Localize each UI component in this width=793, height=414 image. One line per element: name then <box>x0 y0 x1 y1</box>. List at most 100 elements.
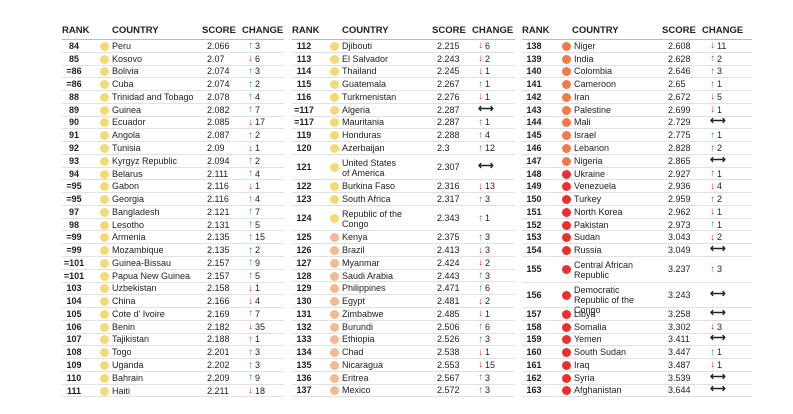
arrow-up-icon: ↑ <box>710 53 715 65</box>
country-cell: Mali <box>574 117 591 128</box>
country-cell: Somalia <box>574 321 607 332</box>
change-cell: ↑ 3 <box>478 373 490 383</box>
country-cell: Ethiopia <box>342 334 375 345</box>
column-header: RANK COUNTRY SCORE CHANGE <box>62 16 284 40</box>
rank-cell: =95 <box>66 181 82 192</box>
peace-level-dot-icon <box>100 156 109 166</box>
table-row: 141 Cameroon 2.65 ↑ 1 <box>522 78 752 92</box>
score-cell: 2.209 <box>207 372 230 383</box>
score-cell: 2.443 <box>437 270 460 281</box>
country-cell: South Sudan <box>574 347 627 358</box>
change-cell: ↑ 3 <box>478 334 490 344</box>
score-cell: 2.082 <box>207 104 230 115</box>
table-row: 123 South Africa 2.317 ↑ 3 <box>292 193 515 206</box>
change-cell: ↓ 4 <box>248 296 260 306</box>
score-cell: 2.646 <box>668 66 691 77</box>
arrow-up-icon: ↑ <box>478 384 483 396</box>
table-row: 132 Burundi 2.506 ↑ 6 <box>292 321 515 334</box>
peace-level-dot-icon <box>330 105 339 115</box>
change-cell: ↓ 17 <box>248 117 265 127</box>
peace-level-dot-icon <box>562 118 571 128</box>
peace-level-dot-icon <box>330 386 339 396</box>
arrow-down-icon: ↓ <box>478 40 483 52</box>
score-cell: 2.927 <box>668 168 691 179</box>
peace-level-dot-icon <box>100 386 109 396</box>
score-cell: 2.157 <box>207 270 230 281</box>
arrow-up-icon: ↑ <box>248 78 253 90</box>
table-row: 131 Zimbabwe 2.485 ↓ 1 <box>292 308 515 321</box>
country-cell: Kyrgyz Republic <box>112 155 178 166</box>
score-cell: 2.276 <box>437 91 460 102</box>
country-cell: Azerbaijan <box>342 143 385 153</box>
peace-level-dot-icon <box>330 195 339 205</box>
score-cell: 2.09 <box>207 143 225 153</box>
rank-cell: 157 <box>526 308 542 319</box>
change-cell: ⟷ <box>710 371 726 382</box>
score-cell: 2.131 <box>207 219 230 230</box>
rank-cell: 138 <box>526 40 542 51</box>
table-row: 160 South Sudan 3.447 ↑ 1 <box>522 346 752 360</box>
score-cell: 2.094 <box>207 155 230 166</box>
rank-cell: 140 <box>526 66 542 77</box>
change-value: 4 <box>485 130 491 141</box>
rank-cell: 122 <box>296 181 312 192</box>
country-cell: Honduras <box>342 130 382 141</box>
peace-level-dot-icon <box>330 271 339 281</box>
arrow-up-icon: ↑ <box>478 321 483 333</box>
rank-cell: 108 <box>66 347 82 358</box>
change-cell: ↓ 3 <box>710 322 722 332</box>
score-header: SCORE <box>662 25 696 36</box>
score-cell: 2.121 <box>207 206 230 217</box>
table-row: 145 Israel 2.775 ↑ 1 <box>522 129 752 143</box>
change-cell: ↓ 1 <box>478 347 490 357</box>
rank-cell: 153 <box>526 232 542 243</box>
peace-level-dot-icon <box>100 322 109 332</box>
rank-cell: 159 <box>526 334 542 345</box>
rank-cell: 134 <box>296 347 312 358</box>
arrow-down-icon: ↓ <box>248 53 253 65</box>
arrow-up-icon: ↑ <box>248 359 253 371</box>
arrow-up-icon: ↑ <box>710 219 715 231</box>
change-cell: ↓ 1 <box>710 207 722 217</box>
peace-level-dot-icon <box>330 297 339 307</box>
rank-cell: 105 <box>66 308 82 319</box>
change-value: 1 <box>717 130 723 141</box>
change-cell: ↓ 13 <box>478 181 495 191</box>
score-cell: 2.553 <box>437 359 460 370</box>
arrow-up-icon: ↑ <box>248 231 253 243</box>
change-cell: ↑ 1 <box>710 130 722 140</box>
score-cell: 2.116 <box>207 181 229 192</box>
change-value: 11 <box>717 40 727 51</box>
change-value: 7 <box>255 104 261 115</box>
change-cell: ↑ 6 <box>478 283 490 293</box>
change-cell: ↑ 4 <box>248 194 260 204</box>
change-value: 1 <box>717 359 723 370</box>
score-cell: 2.375 <box>437 232 460 243</box>
arrow-down-icon: ↓ <box>710 231 715 243</box>
change-value: 1 <box>485 79 491 90</box>
peace-level-dot-icon <box>100 195 109 205</box>
change-cell: ↑ 3 <box>248 360 260 370</box>
change-cell: ↓ 2 <box>478 296 490 306</box>
country-cell: Burkina Faso <box>342 181 396 192</box>
table-row: 158 Somalia 3.302 ↓ 3 <box>522 321 752 334</box>
rank-cell: 89 <box>68 104 79 115</box>
rank-cell: =101 <box>63 257 85 268</box>
country-cell: Belarus <box>112 168 143 179</box>
country-cell: Lesotho <box>112 219 145 230</box>
no-change-arrow-icon: ⟷ <box>710 153 726 166</box>
peace-level-dot-icon <box>562 131 571 141</box>
table-row: =95 Georgia 2.116 ↑ 4 <box>62 193 284 206</box>
country-cell: Afghanistan <box>574 385 622 396</box>
arrow-up-icon: ↑ <box>478 231 483 243</box>
peace-level-dot-icon <box>100 54 109 64</box>
change-cell: ↓ 3 <box>478 245 490 255</box>
arrow-down-icon: ↓ <box>478 359 483 371</box>
country-cell: Kenya <box>342 232 368 243</box>
peace-level-dot-icon <box>330 67 339 77</box>
change-value: 4 <box>717 181 723 192</box>
country-cell: Bangladesh <box>112 206 160 217</box>
country-cell: Georgia <box>112 194 145 205</box>
peace-level-dot-icon <box>100 220 109 230</box>
country-cell: Russia <box>574 245 602 256</box>
